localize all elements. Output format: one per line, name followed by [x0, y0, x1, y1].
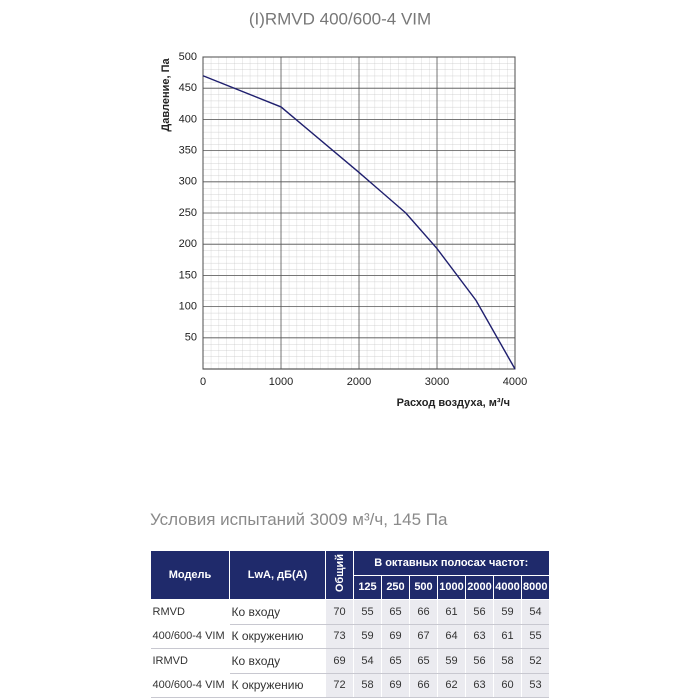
band-cell: 59: [437, 648, 466, 674]
band-header: 2000: [465, 574, 494, 600]
y-tick-label: 400: [179, 113, 197, 125]
subtitle: Условия испытаний 3009 м³/ч, 145 Па: [150, 510, 448, 529]
band-cell: 59: [493, 599, 522, 625]
header-cell: Модель: [150, 550, 230, 600]
header-text: Общий: [333, 554, 346, 593]
band-header: 250: [381, 574, 410, 600]
band-header: 500: [409, 574, 438, 600]
total-cell: 73: [325, 624, 354, 649]
y-tick-label: 150: [179, 269, 197, 281]
band-cell: 62: [437, 673, 466, 698]
band-cell: 63: [465, 673, 494, 698]
x-tick-label: 4000: [503, 376, 527, 388]
header-cell: LwA, дБ(A): [229, 550, 326, 600]
y-tick-label: 50: [185, 332, 197, 344]
y-tick-label: 100: [179, 301, 197, 313]
direction-cell: Ко входу: [229, 648, 326, 674]
band-cell: 69: [381, 673, 410, 698]
model-cell: IRMVD 400/600-4 VIM: [150, 648, 230, 698]
curve: [202, 75, 516, 370]
x-tick-label: 0: [200, 376, 206, 388]
chart-title: (I)RMVD 400/600-4 VIM: [249, 9, 431, 28]
noise-table: Модель LwA, дБ(A) Общий В октавных полос…: [150, 550, 550, 698]
band-cell: 54: [521, 599, 549, 625]
y-tick-label: 350: [179, 145, 197, 157]
total-cell: 70: [325, 599, 354, 625]
header-cell: В октавных полосах частот:: [353, 550, 550, 576]
y-tick-label: 200: [179, 238, 197, 250]
table-row: К окружению 72 58 69 66 62 63 60 53: [151, 673, 549, 698]
band-header: 1000: [437, 574, 466, 600]
band-cell: 65: [381, 599, 410, 625]
header-cell: Общий: [325, 550, 354, 600]
band-cell: 55: [521, 624, 549, 649]
band-cell: 65: [409, 648, 438, 674]
band-cell: 58: [493, 648, 522, 674]
chart: (I)RMVD 400/600-4 VIM Расход воздуха, м³…: [160, 9, 527, 409]
band-cell: 61: [493, 624, 522, 649]
band-header: 125: [353, 574, 382, 600]
y-tick-label: 250: [179, 207, 197, 219]
band-cell: 52: [521, 648, 549, 674]
band-cell: 58: [353, 673, 382, 698]
band-cell: 66: [409, 599, 438, 625]
band-header: 4000: [493, 574, 522, 600]
band-cell: 56: [465, 648, 494, 674]
band-header: 8000: [521, 574, 550, 600]
band-cell: 65: [381, 648, 410, 674]
model-cell: RMVD 400/600-4 VIM: [150, 599, 230, 649]
table-row: IRMVD 400/600-4 VIM Ко входу 69 54 65 65 59 56 5…: [150, 648, 549, 698]
total-cell: 69: [325, 648, 354, 674]
band-cell: 60: [493, 673, 522, 698]
band-cell: 67: [409, 624, 438, 649]
x-axis-label: Расход воздуха, м³/ч: [397, 397, 510, 409]
table-row: RMVD 400/600-4 VIM Ко входу 70 55 65 66 61 56 59…: [150, 599, 549, 649]
band-cell: 56: [465, 599, 494, 625]
direction-cell: Ко входу: [229, 599, 326, 625]
y-axis-label: Давление, Па: [160, 58, 172, 132]
direction-cell: К окружению: [229, 624, 326, 649]
direction-cell: К окружению: [229, 673, 326, 698]
table-row: К окружению 73 59 69 67 64 63 61 55: [151, 624, 549, 649]
band-cell: 53: [521, 673, 549, 698]
band-cell: 64: [437, 624, 466, 649]
x-tick-label: 2000: [347, 376, 371, 388]
x-tick-label: 1000: [269, 376, 293, 388]
band-cell: 54: [353, 648, 382, 674]
y-tick-label: 500: [179, 51, 197, 63]
y-tick-label: 450: [179, 82, 197, 94]
band-cell: 63: [465, 624, 494, 649]
band-cell: 59: [353, 624, 382, 649]
x-tick-label: 3000: [425, 376, 449, 388]
band-cell: 61: [437, 599, 466, 625]
band-cell: 66: [409, 673, 438, 698]
band-cell: 55: [353, 599, 382, 625]
band-cell: 69: [381, 624, 410, 649]
y-tick-label: 300: [179, 176, 197, 188]
total-cell: 72: [325, 673, 354, 698]
